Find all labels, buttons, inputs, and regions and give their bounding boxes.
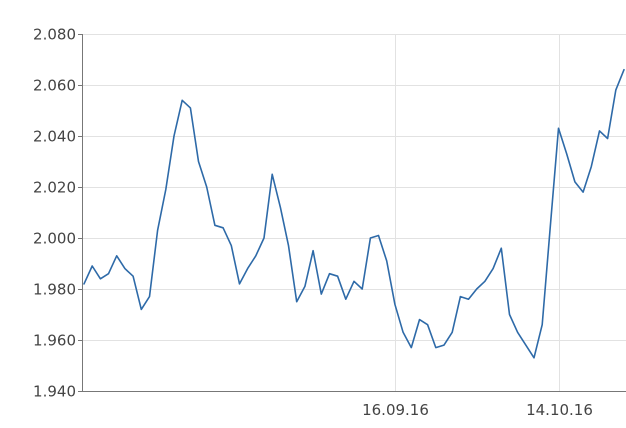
data-point xyxy=(116,255,118,257)
data-point xyxy=(476,288,478,290)
data-point xyxy=(402,331,404,333)
data-point xyxy=(320,293,322,295)
data-point xyxy=(156,229,158,231)
data-point xyxy=(165,188,167,190)
tick-labels: 2.080 2.060 2.040 2.020 2.000 1.980 1.960 1.940… xyxy=(33,26,593,420)
y-tick-label: 1.980 xyxy=(33,281,76,299)
data-point xyxy=(140,308,142,310)
data-point xyxy=(492,267,494,269)
data-point xyxy=(246,267,248,269)
data-point xyxy=(189,107,191,109)
data-point xyxy=(582,191,584,193)
data-point xyxy=(377,234,379,236)
data-point xyxy=(623,69,625,71)
data-point xyxy=(296,301,298,303)
y-tick-label: 1.960 xyxy=(33,332,76,350)
y-tick-label: 2.020 xyxy=(33,179,76,197)
data-point xyxy=(443,344,445,346)
data-point xyxy=(615,89,617,91)
data-point xyxy=(484,280,486,282)
data-point xyxy=(451,331,453,333)
data-point xyxy=(574,181,576,183)
data-point xyxy=(107,273,109,275)
data-point xyxy=(566,153,568,155)
data-point xyxy=(222,227,224,229)
y-tick-label: 2.000 xyxy=(33,230,76,248)
data-point xyxy=(206,186,208,188)
y-tick-label: 2.040 xyxy=(33,128,76,146)
data-point xyxy=(353,280,355,282)
data-point xyxy=(336,275,338,277)
data-point xyxy=(549,224,551,226)
data-point xyxy=(516,331,518,333)
data-point xyxy=(230,244,232,246)
data-point xyxy=(124,267,126,269)
data-point xyxy=(459,295,461,297)
data-point xyxy=(557,127,559,129)
data-point xyxy=(148,295,150,297)
axes xyxy=(78,34,626,392)
y-tick-label: 2.080 xyxy=(33,26,76,44)
data-point xyxy=(598,130,600,132)
series-layer xyxy=(83,68,625,359)
series-line xyxy=(83,68,625,359)
data-point xyxy=(312,250,314,252)
x-tick-label: 14.10.16 xyxy=(526,401,593,419)
data-point xyxy=(435,346,437,348)
data-point xyxy=(467,298,469,300)
data-point xyxy=(91,265,93,267)
data-point xyxy=(181,99,183,101)
data-point xyxy=(418,318,420,320)
data-point xyxy=(533,357,535,359)
data-point xyxy=(508,313,510,315)
data-point xyxy=(525,344,527,346)
y-tick-label: 2.060 xyxy=(33,77,76,95)
data-point xyxy=(197,160,199,162)
data-point xyxy=(328,273,330,275)
data-point xyxy=(304,285,306,287)
data-point xyxy=(255,255,257,257)
data-point xyxy=(361,288,363,290)
x-tick-label: 16.09.16 xyxy=(362,401,429,419)
data-point xyxy=(369,237,371,239)
data-point xyxy=(410,346,412,348)
data-point xyxy=(271,173,273,175)
data-point xyxy=(386,260,388,262)
data-point xyxy=(541,324,543,326)
data-point xyxy=(606,137,608,139)
data-point xyxy=(173,135,175,137)
data-point xyxy=(99,278,101,280)
data-point xyxy=(590,165,592,167)
data-point xyxy=(279,206,281,208)
y-tick-label: 1.940 xyxy=(33,383,76,401)
data-point xyxy=(263,237,265,239)
data-point xyxy=(214,224,216,226)
data-point xyxy=(132,275,134,277)
data-point xyxy=(83,283,85,285)
data-point xyxy=(394,303,396,305)
data-point xyxy=(500,247,502,249)
data-point xyxy=(287,244,289,246)
data-point xyxy=(426,324,428,326)
data-point xyxy=(238,283,240,285)
grid-lines xyxy=(82,34,626,391)
data-point xyxy=(345,298,347,300)
